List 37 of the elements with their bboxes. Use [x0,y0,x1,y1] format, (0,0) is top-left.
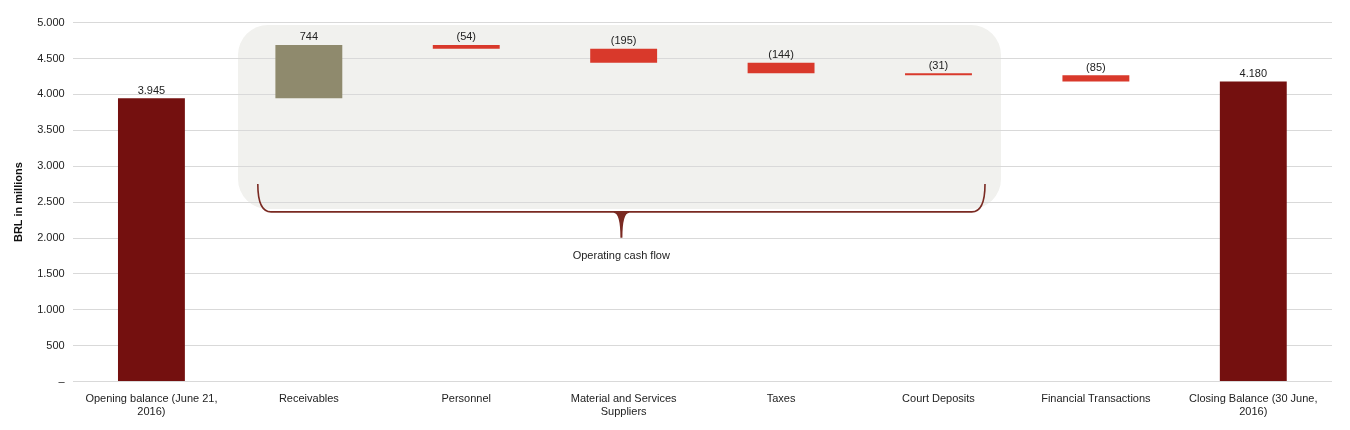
data-label: (31) [928,58,949,71]
x-tick-label: Closing Balance (30 June, 2016) [1189,392,1318,418]
data-label: 744 [299,30,319,43]
y-tick-label: – [58,374,66,387]
bar [117,98,185,382]
x-tick-label: Financial Transactions [1041,392,1152,405]
x-tick-label: Material and Services Suppliers [570,392,678,418]
y-tick-label: 500 [46,338,65,351]
bar [1062,75,1130,82]
data-label: (195) [610,34,637,47]
x-tick-label: Opening balance (June 21, 2016) [85,392,218,418]
data-label: (144) [768,48,794,61]
y-tick-label: 4.000 [37,87,65,100]
x-tick-label: Taxes [766,392,796,405]
data-label: (54) [456,30,477,43]
y-tick-label: 5.000 [37,15,65,28]
y-tick-label: 2.500 [37,195,65,208]
bar [275,44,343,99]
data-label: (85) [1086,60,1106,73]
data-label: 3.945 [137,83,166,96]
bar [590,48,658,63]
y-tick-label: 4.500 [37,51,65,64]
y-tick-label: 3.000 [37,159,65,172]
bar [747,62,815,74]
annotation: Operating cash flow [572,248,670,261]
y-axis-title: BRL in millions [11,162,24,243]
y-tick-label: 1.500 [37,266,65,279]
bar [1219,81,1287,382]
data-label: 4.180 [1239,67,1268,80]
y-tick-label: 1.000 [37,302,65,315]
y-tick-label: 3.500 [37,123,65,136]
x-tick-label: Receivables [278,392,340,405]
y-tick-label: 2.000 [37,231,65,244]
x-tick-label: Court Deposits [902,392,976,405]
bar [905,73,972,76]
x-tick-label: Personnel [441,392,492,405]
bar [432,44,500,49]
